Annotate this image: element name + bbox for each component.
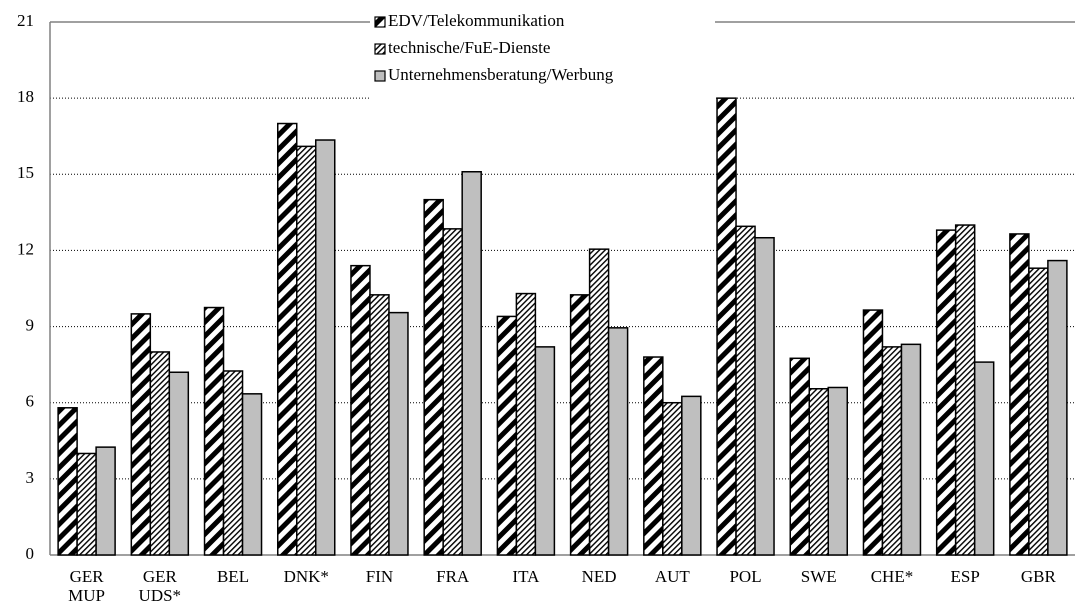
legend-label: Unternehmensberatung/Werbung	[388, 65, 614, 84]
legend-label: EDV/Telekommunikation	[388, 11, 565, 30]
bar	[569, 294, 591, 556]
bar	[1028, 267, 1049, 556]
bar	[1009, 233, 1030, 556]
legend-swatch	[374, 70, 386, 82]
bar	[881, 346, 903, 556]
bar	[643, 356, 664, 556]
bar	[662, 401, 683, 556]
bar	[935, 229, 957, 556]
bar	[95, 446, 116, 556]
y-tick-label: 6	[26, 392, 35, 411]
x-tick-label: GER UDS*	[138, 567, 182, 605]
bar	[388, 311, 409, 556]
x-tick-label: NED	[581, 567, 617, 586]
bar	[973, 361, 995, 556]
x-tick-label: FRA	[436, 567, 470, 586]
bar	[496, 315, 518, 556]
y-tick-label: 18	[17, 87, 34, 106]
bar	[149, 351, 171, 556]
bar	[808, 388, 829, 556]
x-tick-label: GBR	[1020, 567, 1056, 586]
bar	[296, 145, 317, 556]
bar	[900, 343, 922, 556]
bar	[461, 170, 482, 556]
bar	[607, 327, 629, 556]
bar	[716, 97, 737, 556]
legend-box	[370, 8, 715, 108]
x-tick-label: BEL	[216, 567, 250, 586]
y-tick-label: 3	[26, 468, 35, 487]
bar	[789, 357, 810, 556]
y-tick-label: 15	[17, 163, 34, 182]
bar	[1047, 259, 1068, 556]
x-tick-label: POL	[729, 567, 762, 586]
bar	[534, 346, 556, 556]
bar	[277, 122, 298, 556]
bar	[203, 306, 225, 556]
bar	[588, 248, 610, 556]
x-tick-label: FIN	[365, 567, 394, 586]
x-tick-label: GER MUP	[68, 567, 106, 605]
bar	[350, 264, 371, 556]
bar	[76, 452, 97, 556]
x-tick-label: CHE*	[870, 567, 914, 586]
legend-label: technische/FuE-Dienste	[388, 38, 550, 57]
bar	[57, 407, 78, 556]
bar	[369, 294, 390, 556]
x-tick-label: DNK*	[283, 567, 329, 586]
bar	[827, 386, 848, 556]
bar	[315, 139, 336, 556]
legend: EDV/Telekommunikation technische/FuE-Dien…	[370, 8, 715, 108]
bar	[241, 393, 263, 556]
x-tick-label: AUT	[654, 567, 690, 586]
x-tick-label: ITA	[512, 567, 540, 586]
y-tick-label: 12	[17, 239, 34, 258]
bar	[735, 225, 756, 556]
bar	[754, 236, 775, 556]
bar	[222, 370, 244, 556]
bar	[862, 309, 884, 556]
y-tick-label: 9	[26, 315, 35, 334]
bar	[168, 371, 190, 556]
y-tick-label: 0	[26, 544, 35, 563]
bar	[130, 313, 152, 556]
legend-swatch	[374, 43, 386, 55]
bar	[954, 224, 976, 556]
bar	[681, 395, 702, 556]
bar	[442, 228, 463, 556]
bar	[515, 292, 537, 556]
x-tick-label: SWE	[800, 567, 837, 586]
bar	[423, 198, 444, 556]
legend-swatch	[374, 16, 386, 28]
x-tick-label: ESP	[950, 567, 980, 586]
y-tick-label: 21	[17, 11, 34, 30]
